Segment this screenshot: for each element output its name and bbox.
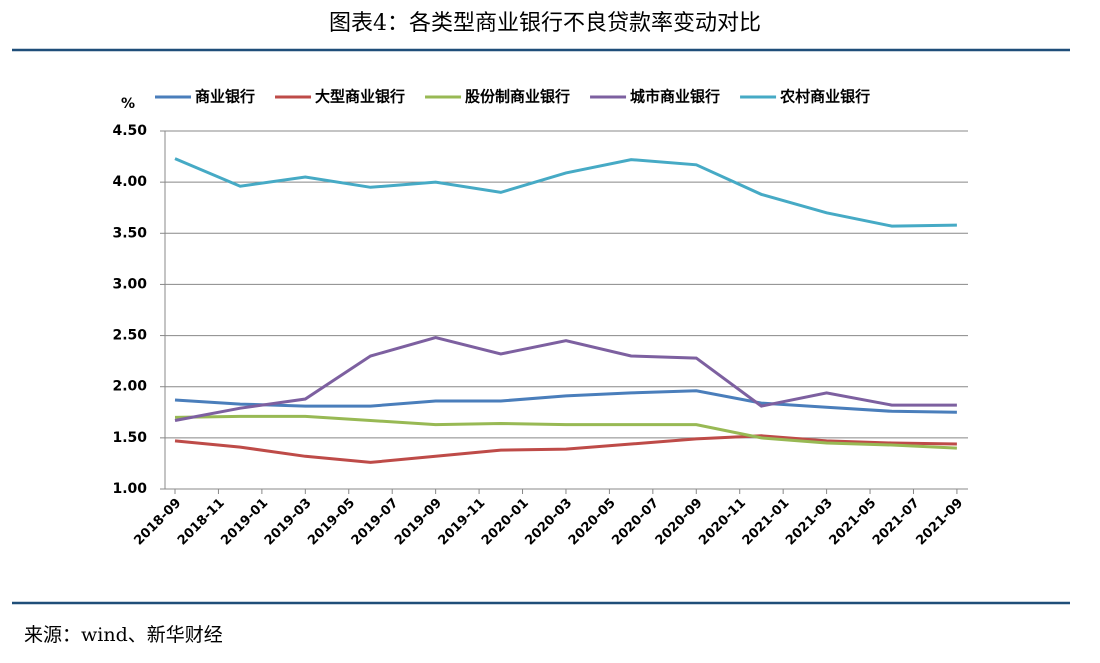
- line: [174, 414, 957, 450]
- line: [174, 434, 957, 464]
- y-tick-label: 2.00: [112, 379, 147, 395]
- document-title: 图表4：各类型商业银行不良贷款率变动对比: [329, 11, 761, 36]
- source: 来源：wind、新华财经: [24, 624, 223, 646]
- line: [174, 336, 957, 422]
- line: [174, 389, 957, 414]
- y-tick-label: 3.50: [112, 225, 147, 241]
- legend-label: 商业银行: [195, 88, 255, 106]
- chart: 1.001.502.002.503.003.504.004.502018-092…: [112, 88, 968, 549]
- legend-label: 城市商业银行: [630, 88, 720, 106]
- y-unit: %: [121, 96, 135, 112]
- legend-label: 大型商业银行: [315, 88, 405, 106]
- y-tick-label: 4.00: [112, 174, 147, 190]
- y-tick-label: 1.00: [112, 481, 147, 497]
- legend-label: 股份制商业银行: [465, 88, 570, 106]
- y-tick-label: 4.50: [112, 123, 147, 139]
- legend-label: 农村商业银行: [779, 88, 870, 106]
- line: [174, 157, 957, 228]
- y-tick-label: 3.00: [112, 276, 147, 292]
- y-tick-label: 1.50: [112, 430, 147, 446]
- y-tick-label: 2.50: [112, 328, 147, 344]
- x-tick-label: 2021-09: [913, 496, 966, 549]
